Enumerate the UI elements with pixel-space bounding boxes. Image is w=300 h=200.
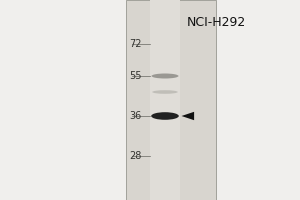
Ellipse shape <box>152 73 178 78</box>
Text: NCI-H292: NCI-H292 <box>186 16 246 29</box>
Text: 36: 36 <box>129 111 141 121</box>
Bar <box>150 0 180 200</box>
Text: 55: 55 <box>129 71 142 81</box>
Ellipse shape <box>152 90 178 94</box>
Text: 72: 72 <box>129 39 142 49</box>
Polygon shape <box>182 112 194 120</box>
Bar <box>126 0 216 200</box>
Ellipse shape <box>151 112 179 120</box>
Text: 28: 28 <box>129 151 141 161</box>
